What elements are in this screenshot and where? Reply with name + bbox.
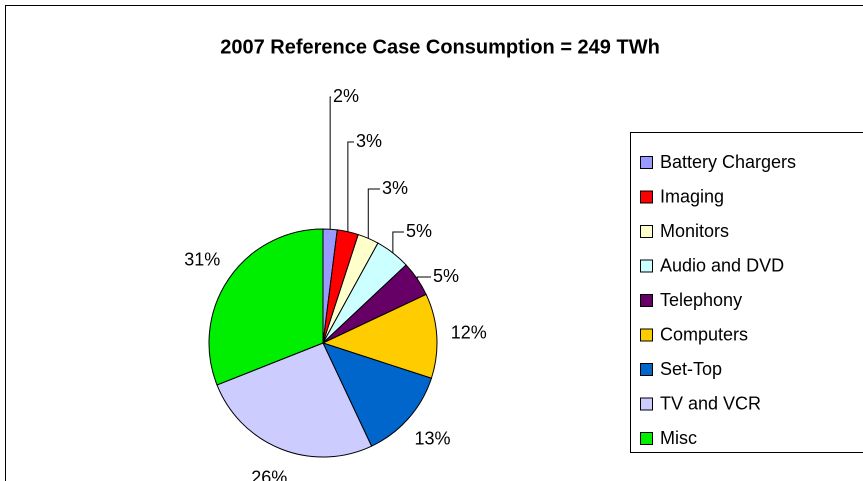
chart-title: 2007 Reference Case Consumption = 249 TW… xyxy=(220,36,660,58)
legend-swatch xyxy=(640,190,653,204)
legend-label: Set-Top xyxy=(660,359,722,379)
data-label: 5% xyxy=(406,221,432,241)
leader-line xyxy=(367,188,380,239)
pie-slice xyxy=(322,342,433,447)
legend-swatch xyxy=(640,328,653,342)
data-label: 12% xyxy=(451,323,487,343)
legend-label: Audio and DVD xyxy=(660,255,784,275)
legend-label: Computers xyxy=(660,324,748,344)
legend-label: Telephony xyxy=(660,290,742,310)
data-label: 26% xyxy=(251,467,287,481)
legend-label: TV and VCR xyxy=(660,393,761,413)
legend-swatch xyxy=(640,259,653,273)
data-label: 5% xyxy=(433,266,459,286)
data-label: 13% xyxy=(415,428,451,448)
leader-line xyxy=(329,96,331,230)
legend-swatch xyxy=(640,397,653,411)
data-label: 2% xyxy=(333,86,359,106)
leader-line xyxy=(347,141,354,232)
legend-swatch xyxy=(640,432,653,445)
leader-line xyxy=(416,276,431,279)
legend-swatch xyxy=(640,156,653,169)
legend-label: Battery Chargers xyxy=(660,152,796,172)
data-label: 31% xyxy=(184,250,220,270)
legend-box xyxy=(630,132,863,453)
pie-slice xyxy=(216,342,373,458)
legend-swatch xyxy=(640,294,653,307)
pie-slice xyxy=(208,228,324,386)
leader-line xyxy=(392,231,404,253)
data-label: 3% xyxy=(382,178,408,198)
data-label: 3% xyxy=(356,131,382,151)
pie-slice xyxy=(321,293,438,379)
legend-label: Imaging xyxy=(660,186,724,206)
legend-swatch xyxy=(640,225,653,238)
legend-label: Misc xyxy=(660,428,697,448)
legend-swatch xyxy=(640,363,653,376)
legend-label: Monitors xyxy=(660,221,729,241)
